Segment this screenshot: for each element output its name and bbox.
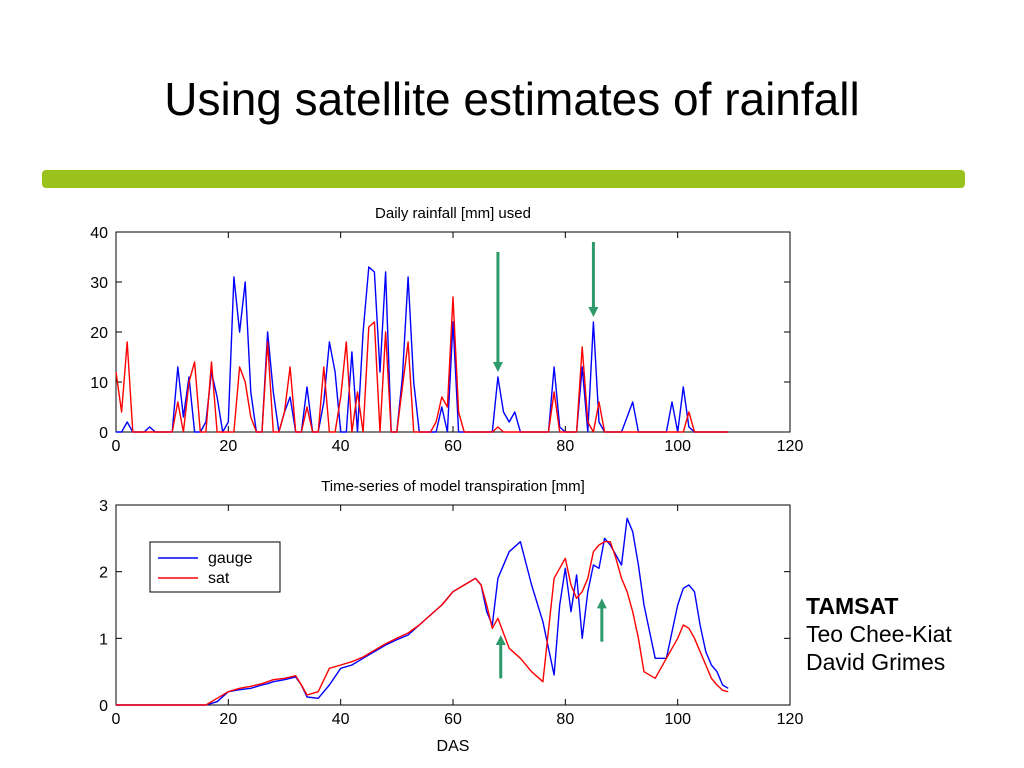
series-line-gauge — [116, 517, 729, 706]
y-tick-label: 20 — [90, 325, 108, 342]
x-tick-label: 60 — [444, 711, 462, 728]
x-tick-label: 120 — [777, 438, 804, 455]
series-line-sat — [115, 296, 729, 433]
x-tick-label: 20 — [219, 438, 237, 455]
slide-title: Using satellite estimates of rainfall — [164, 73, 860, 125]
y-tick-label: 40 — [90, 225, 108, 242]
credits-author-1: Teo Chee-Kiat — [806, 621, 952, 647]
credits: TAMSAT Teo Chee-Kiat David Grimes — [806, 592, 952, 676]
y-tick-label: 3 — [99, 498, 108, 515]
x-tick-label: 0 — [112, 711, 121, 728]
credits-org: TAMSAT — [806, 593, 899, 619]
x-tick-label: 100 — [664, 711, 691, 728]
legend-box — [149, 541, 281, 593]
x-tick-label: 120 — [777, 711, 804, 728]
y-tick-label: 0 — [99, 698, 108, 715]
legend-label-sat: sat — [208, 570, 230, 587]
annotation-arrow-head — [492, 362, 503, 372]
y-tick-label: 10 — [90, 375, 108, 392]
x-axis-label: DAS — [437, 738, 470, 755]
chart-title: Time-series of model transpiration [mm] — [321, 478, 585, 495]
annotation-arrow-head — [596, 598, 607, 609]
chart-title: Daily rainfall [mm] used — [375, 205, 531, 222]
x-tick-label: 100 — [664, 438, 691, 455]
accent-bar — [42, 170, 965, 188]
chart-rain: Daily rainfall [mm] used 0 20 40 60 80 100 120 0… — [90, 205, 803, 455]
x-tick-label: 60 — [444, 438, 462, 455]
x-tick-label: 80 — [556, 438, 574, 455]
annotation-arrow-head — [588, 307, 599, 317]
y-tick-label: 1 — [99, 631, 108, 648]
x-tick-label: 80 — [556, 711, 574, 728]
legend-label-gauge: gauge — [208, 550, 253, 567]
x-tick-label: 40 — [332, 438, 350, 455]
y-tick-label: 0 — [99, 425, 108, 442]
x-tick-label: 0 — [112, 438, 121, 455]
plot-frame — [115, 504, 791, 706]
y-tick-label: 30 — [90, 275, 108, 292]
x-tick-label: 40 — [332, 711, 350, 728]
credits-author-2: David Grimes — [806, 649, 946, 675]
chart-transp: Time-series of model transpiration [mm] 0… — [99, 478, 803, 755]
y-tick-label: 2 — [99, 565, 108, 582]
series-line-sat — [116, 541, 729, 706]
annotation-arrow-head — [495, 635, 506, 645]
x-tick-label: 20 — [219, 711, 237, 728]
